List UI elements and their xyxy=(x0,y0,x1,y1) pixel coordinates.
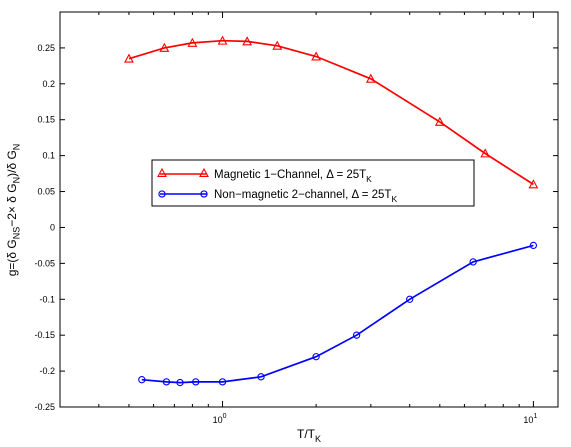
data-point-series-2 xyxy=(469,258,477,266)
series-line-2 xyxy=(141,244,534,384)
series-line-1 xyxy=(128,39,534,186)
data-point-series-1 xyxy=(187,37,198,47)
y-tick-label: 0.05 xyxy=(37,187,55,197)
legend-label-series-1: Magnetic 1−Channel, Δ = 25TK xyxy=(214,169,372,184)
legend-marker-series-1 xyxy=(199,167,209,177)
legend-box xyxy=(151,159,475,207)
legend-label-series-2: Non−magnetic 2−channel, Δ = 25TK xyxy=(214,189,397,204)
legend-marker-series-2 xyxy=(200,190,208,198)
series-layer xyxy=(124,35,539,387)
y-tick-label: 0.2 xyxy=(42,79,55,89)
data-point-series-1 xyxy=(528,179,539,189)
data-point-series-1 xyxy=(159,42,170,52)
y-tick-label: -0.1 xyxy=(39,294,55,304)
data-point-series-2 xyxy=(192,378,200,386)
ticks: -0.25 -0.2 -0.15 -0.1 -0.05 0 0.05 0.1 0.15 0.2 0.… xyxy=(34,12,558,425)
data-point-series-2 xyxy=(406,295,414,303)
y-tick-label: 0.15 xyxy=(37,115,55,125)
y-tick-label: -0.2 xyxy=(39,366,55,376)
y-tick-label: -0.05 xyxy=(34,258,55,268)
data-point-series-1 xyxy=(365,73,376,83)
x-tick-label: 101 xyxy=(523,413,537,425)
data-point-series-1 xyxy=(480,148,491,158)
legend-marker-series-2 xyxy=(158,190,166,198)
data-point-series-2 xyxy=(529,241,538,250)
x-tick-label: 100 xyxy=(213,413,227,425)
data-point-series-1 xyxy=(272,40,283,50)
data-point-series-2 xyxy=(312,353,320,361)
y-tick-label: -0.25 xyxy=(34,402,55,412)
data-point-series-2 xyxy=(218,378,227,386)
y-tick-label: 0 xyxy=(50,222,55,232)
data-point-series-1 xyxy=(242,36,253,46)
data-point-series-1 xyxy=(124,53,134,63)
data-point-series-2 xyxy=(162,378,171,386)
legend: Magnetic 1−Channel, Δ = 25TK Non−magneti… xyxy=(151,159,475,207)
y-tick-label: -0.15 xyxy=(34,330,55,340)
data-point-series-1 xyxy=(311,51,322,61)
legend-marker-series-1 xyxy=(157,167,167,177)
y-tick-label: 0.25 xyxy=(37,43,55,53)
y-tick-label: 0.1 xyxy=(42,151,55,161)
data-point-series-2 xyxy=(176,378,184,387)
x-axis-label: T/TK xyxy=(297,427,321,444)
data-point-series-2 xyxy=(138,376,146,384)
data-point-series-1 xyxy=(217,35,228,45)
data-point-series-2 xyxy=(352,331,361,339)
y-axis-label: g=(δ GNS−2× δ GN)/δ GN xyxy=(5,144,22,277)
data-point-series-2 xyxy=(257,373,265,381)
plot-area xyxy=(59,11,559,408)
data-point-series-1 xyxy=(434,116,445,126)
